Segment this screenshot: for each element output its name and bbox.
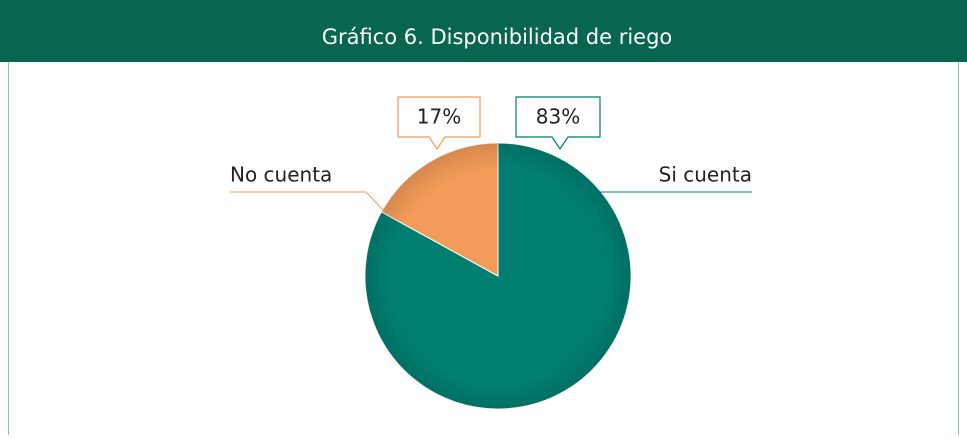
value-callout [397,96,481,151]
leader-line [230,191,384,211]
header-bar [0,0,967,62]
value-label: 83% [536,105,580,129]
category-label: Si cuenta [659,163,752,187]
chart-title: Gráfico 6. Disponibilidad de riego [322,25,673,49]
value-label: 17% [417,105,461,129]
value-callout [515,96,601,151]
category-label: No cuenta [230,163,332,187]
